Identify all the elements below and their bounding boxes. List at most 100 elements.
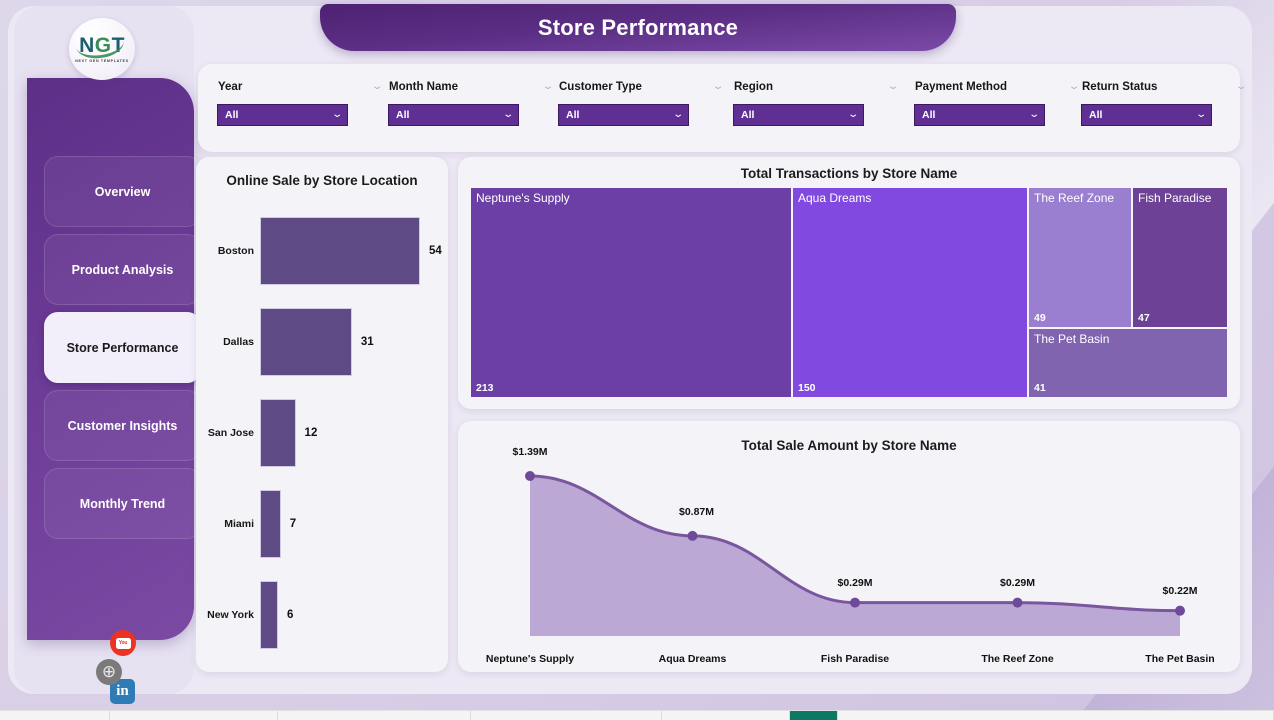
website-icon-glyph: ⊕ <box>101 662 117 681</box>
bar-rect[interactable] <box>260 307 352 376</box>
bar-value-label: 6 <box>287 608 294 621</box>
x-axis-label: The Reef Zone <box>981 653 1054 665</box>
sidebar-item-store-performance[interactable]: Store Performance <box>44 312 201 383</box>
treemap-tile[interactable]: Neptune's Supply 213 <box>470 187 792 398</box>
bar-chart-row[interactable]: Boston 54 <box>196 216 448 285</box>
bar-rect[interactable] <box>260 216 420 285</box>
filter-header: Month Name ⌄ <box>388 78 556 96</box>
youtube-icon-glyph: You <box>115 637 131 649</box>
data-point-marker[interactable] <box>525 471 535 481</box>
filter-select-customer-type[interactable]: All ⌄ <box>558 104 689 126</box>
page-tab[interactable] <box>471 711 662 720</box>
data-point-marker[interactable] <box>850 597 860 608</box>
bar-chart-row[interactable]: Miami 7 <box>196 489 448 558</box>
x-axis-label: The Pet Basin <box>1145 653 1215 665</box>
brand-logo-tagline: NEXT GEN TEMPLATES <box>75 59 129 63</box>
filter-value: All <box>225 109 239 121</box>
bar-chart-plot: Boston 54 Dallas 31 San Jose 12 Miami 7 New York… <box>196 205 448 660</box>
filter-label: Customer Type <box>559 81 642 93</box>
treemap-tile[interactable]: Aqua Dreams 150 <box>792 187 1028 398</box>
filter-year: Year ⌄ All ⌄ <box>217 78 385 126</box>
chevron-down-icon[interactable]: ⌄ <box>1234 81 1248 92</box>
bar-category-label: San Jose <box>207 426 254 439</box>
treemap-tile-value: 150 <box>798 382 816 394</box>
sidebar-item-label: Customer Insights <box>67 418 178 433</box>
chevron-down-icon[interactable]: ⌄ <box>370 81 384 92</box>
treemap-tile-value: 47 <box>1138 312 1150 324</box>
data-point-label: $0.87M <box>678 505 715 518</box>
bar-rect[interactable] <box>260 580 278 649</box>
sidebar-item-label: Store Performance <box>66 340 179 355</box>
treemap-tile[interactable]: The Reef Zone 49 <box>1028 187 1132 328</box>
bar-rect[interactable] <box>260 489 281 558</box>
filter-bar: Year ⌄ All ⌄ Month Name ⌄ All ⌄ Customer… <box>198 64 1247 152</box>
treemap-tile-label: Neptune's Supply <box>476 191 570 205</box>
linkedin-icon-glyph: in <box>116 683 129 699</box>
filter-value: All <box>396 109 410 121</box>
page-tab-active[interactable] <box>790 711 838 720</box>
data-point-marker[interactable] <box>1012 597 1023 608</box>
filter-label: Month Name <box>389 81 458 93</box>
filter-header: Customer Type ⌄ <box>558 78 726 96</box>
bar-value-label: 7 <box>289 517 297 530</box>
treemap-tile-value: 213 <box>476 382 494 394</box>
filter-payment-method: Payment Method ⌄ All ⌄ <box>914 78 1082 126</box>
page-tab[interactable] <box>110 711 278 720</box>
bar-chart-row[interactable]: San Jose 12 <box>196 398 448 467</box>
bar-category-label: Boston <box>217 244 254 257</box>
chart-title: Online Sale by Store Location <box>226 173 418 188</box>
filter-header: Year ⌄ <box>217 78 385 96</box>
bar-category-label: Miami <box>224 517 254 530</box>
filter-select-month-name[interactable]: All ⌄ <box>388 104 519 126</box>
chevron-down-icon[interactable]: ⌄ <box>711 81 725 92</box>
bar-category-label: Dallas <box>223 335 254 348</box>
line-series <box>528 474 1182 613</box>
page-header: Store Performance <box>320 4 956 51</box>
data-point-marker[interactable] <box>1175 605 1185 616</box>
x-axis-label: Neptune's Supply <box>485 653 575 665</box>
filter-return-status: Return Status ⌄ All ⌄ <box>1081 78 1249 126</box>
chevron-down-icon: ⌄ <box>1194 109 1207 120</box>
bar-value-label: 54 <box>429 244 442 257</box>
filter-label: Payment Method <box>915 81 1008 93</box>
chevron-down-icon[interactable]: ⌄ <box>1067 81 1081 92</box>
bar-chart-row[interactable]: Dallas 31 <box>196 307 448 376</box>
sidebar-item-overview[interactable]: Overview <box>44 156 201 227</box>
filter-header: Payment Method ⌄ <box>914 78 1082 96</box>
website-icon[interactable]: ⊕ <box>96 659 122 685</box>
filter-label: Return Status <box>1082 81 1158 93</box>
chevron-down-icon[interactable]: ⌄ <box>886 81 900 92</box>
bar-value-label: 12 <box>304 426 318 439</box>
filter-region: Region ⌄ All ⌄ <box>733 78 901 126</box>
brand-logo: NGT NEXT GEN TEMPLATES <box>69 18 135 80</box>
chart-title: Total Transactions by Store Name <box>740 166 958 181</box>
x-axis-label: Aqua Dreams <box>658 653 727 665</box>
filter-select-payment-method[interactable]: All ⌄ <box>914 104 1045 126</box>
sidebar-item-monthly-trend[interactable]: Monthly Trend <box>44 468 201 539</box>
chevron-down-icon[interactable]: ⌄ <box>541 81 555 92</box>
page-tab[interactable] <box>662 711 790 720</box>
bar-chart-row[interactable]: New York 6 <box>196 580 448 649</box>
chart-total-sale-amount-by-store-name: Total Sale Amount by Store Name $1.39M $0… <box>458 421 1240 672</box>
sidebar-item-customer-insights[interactable]: Customer Insights <box>44 390 201 461</box>
bar-value-label: 31 <box>360 335 374 348</box>
filter-customer-type: Customer Type ⌄ All ⌄ <box>558 78 726 126</box>
data-point-marker[interactable] <box>687 530 698 541</box>
data-point-label: $0.29M <box>999 576 1036 589</box>
sidebar-item-product-analysis[interactable]: Product Analysis <box>44 234 201 305</box>
filter-select-region[interactable]: All ⌄ <box>733 104 864 126</box>
youtube-icon[interactable]: You <box>110 630 136 656</box>
treemap-tile-value: 41 <box>1034 382 1046 394</box>
filter-select-year[interactable]: All ⌄ <box>217 104 348 126</box>
filter-select-return-status[interactable]: All ⌄ <box>1081 104 1212 126</box>
page-tab[interactable] <box>838 711 1274 720</box>
sidebar-panel: Overview Product Analysis Store Performa… <box>14 6 201 704</box>
page-tab[interactable] <box>0 711 110 720</box>
bar-rect[interactable] <box>260 398 296 467</box>
treemap-tile[interactable]: Fish Paradise 47 <box>1132 187 1228 328</box>
treemap-tile-label: Aqua Dreams <box>798 191 872 205</box>
treemap-tile[interactable]: The Pet Basin 41 <box>1028 328 1228 398</box>
sidebar-item-label: Overview <box>94 184 151 199</box>
page-tab[interactable] <box>278 711 471 720</box>
